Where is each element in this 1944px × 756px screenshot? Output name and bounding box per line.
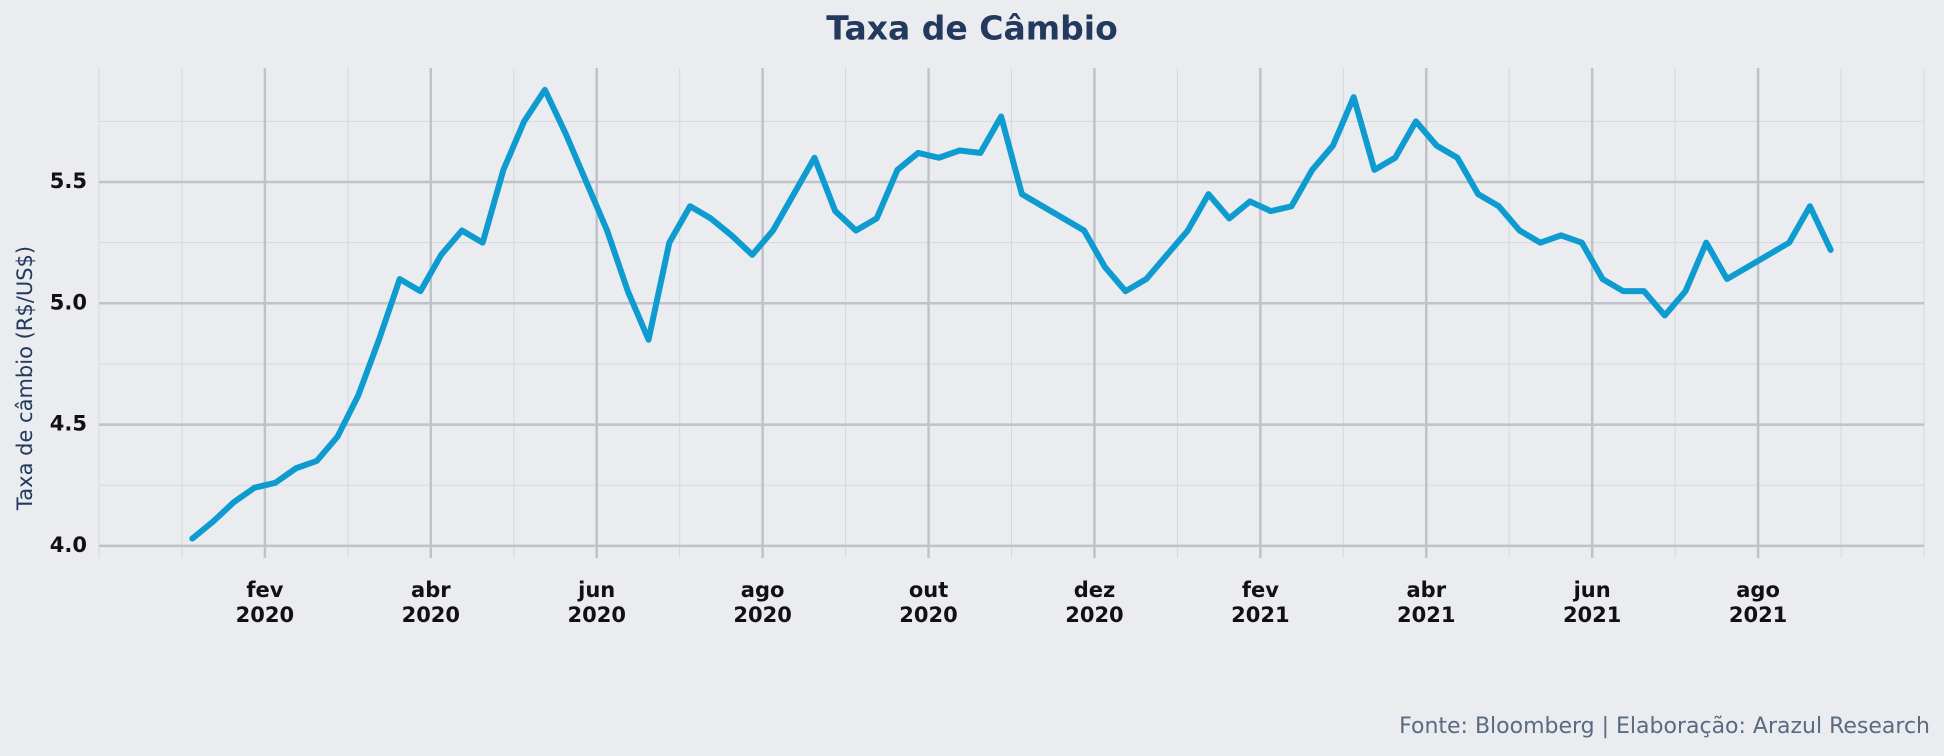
x-tick-label: abr 2020	[401, 578, 461, 627]
data-line	[189, 86, 1834, 542]
y-tick-label: 5.5	[50, 169, 87, 193]
y-tick-label: 5.0	[50, 290, 87, 314]
x-tick-label: dez 2020	[1065, 578, 1124, 627]
x-tick-label: jun 2021	[1562, 578, 1622, 627]
y-tick-label: 4.5	[50, 412, 87, 436]
x-tick-label: abr 2021	[1397, 578, 1456, 627]
y-axis-label: Taxa de câmbio (R$/US$)	[13, 246, 37, 511]
y-tick-label: 4.0	[50, 533, 87, 557]
x-tick-label: fev 2021	[1231, 578, 1290, 627]
x-tick-label: jun 2020	[567, 578, 626, 627]
x-tick-label: ago 2021	[1728, 578, 1788, 627]
x-tick-label: out 2020	[899, 578, 958, 627]
x-tick-label: fev 2020	[235, 578, 295, 627]
x-tick-label: ago 2020	[733, 578, 792, 627]
chart-title: Taxa de Câmbio	[826, 9, 1118, 48]
source-note: Fonte: Bloomberg | Elaboração: Arazul Re…	[1399, 714, 1930, 739]
